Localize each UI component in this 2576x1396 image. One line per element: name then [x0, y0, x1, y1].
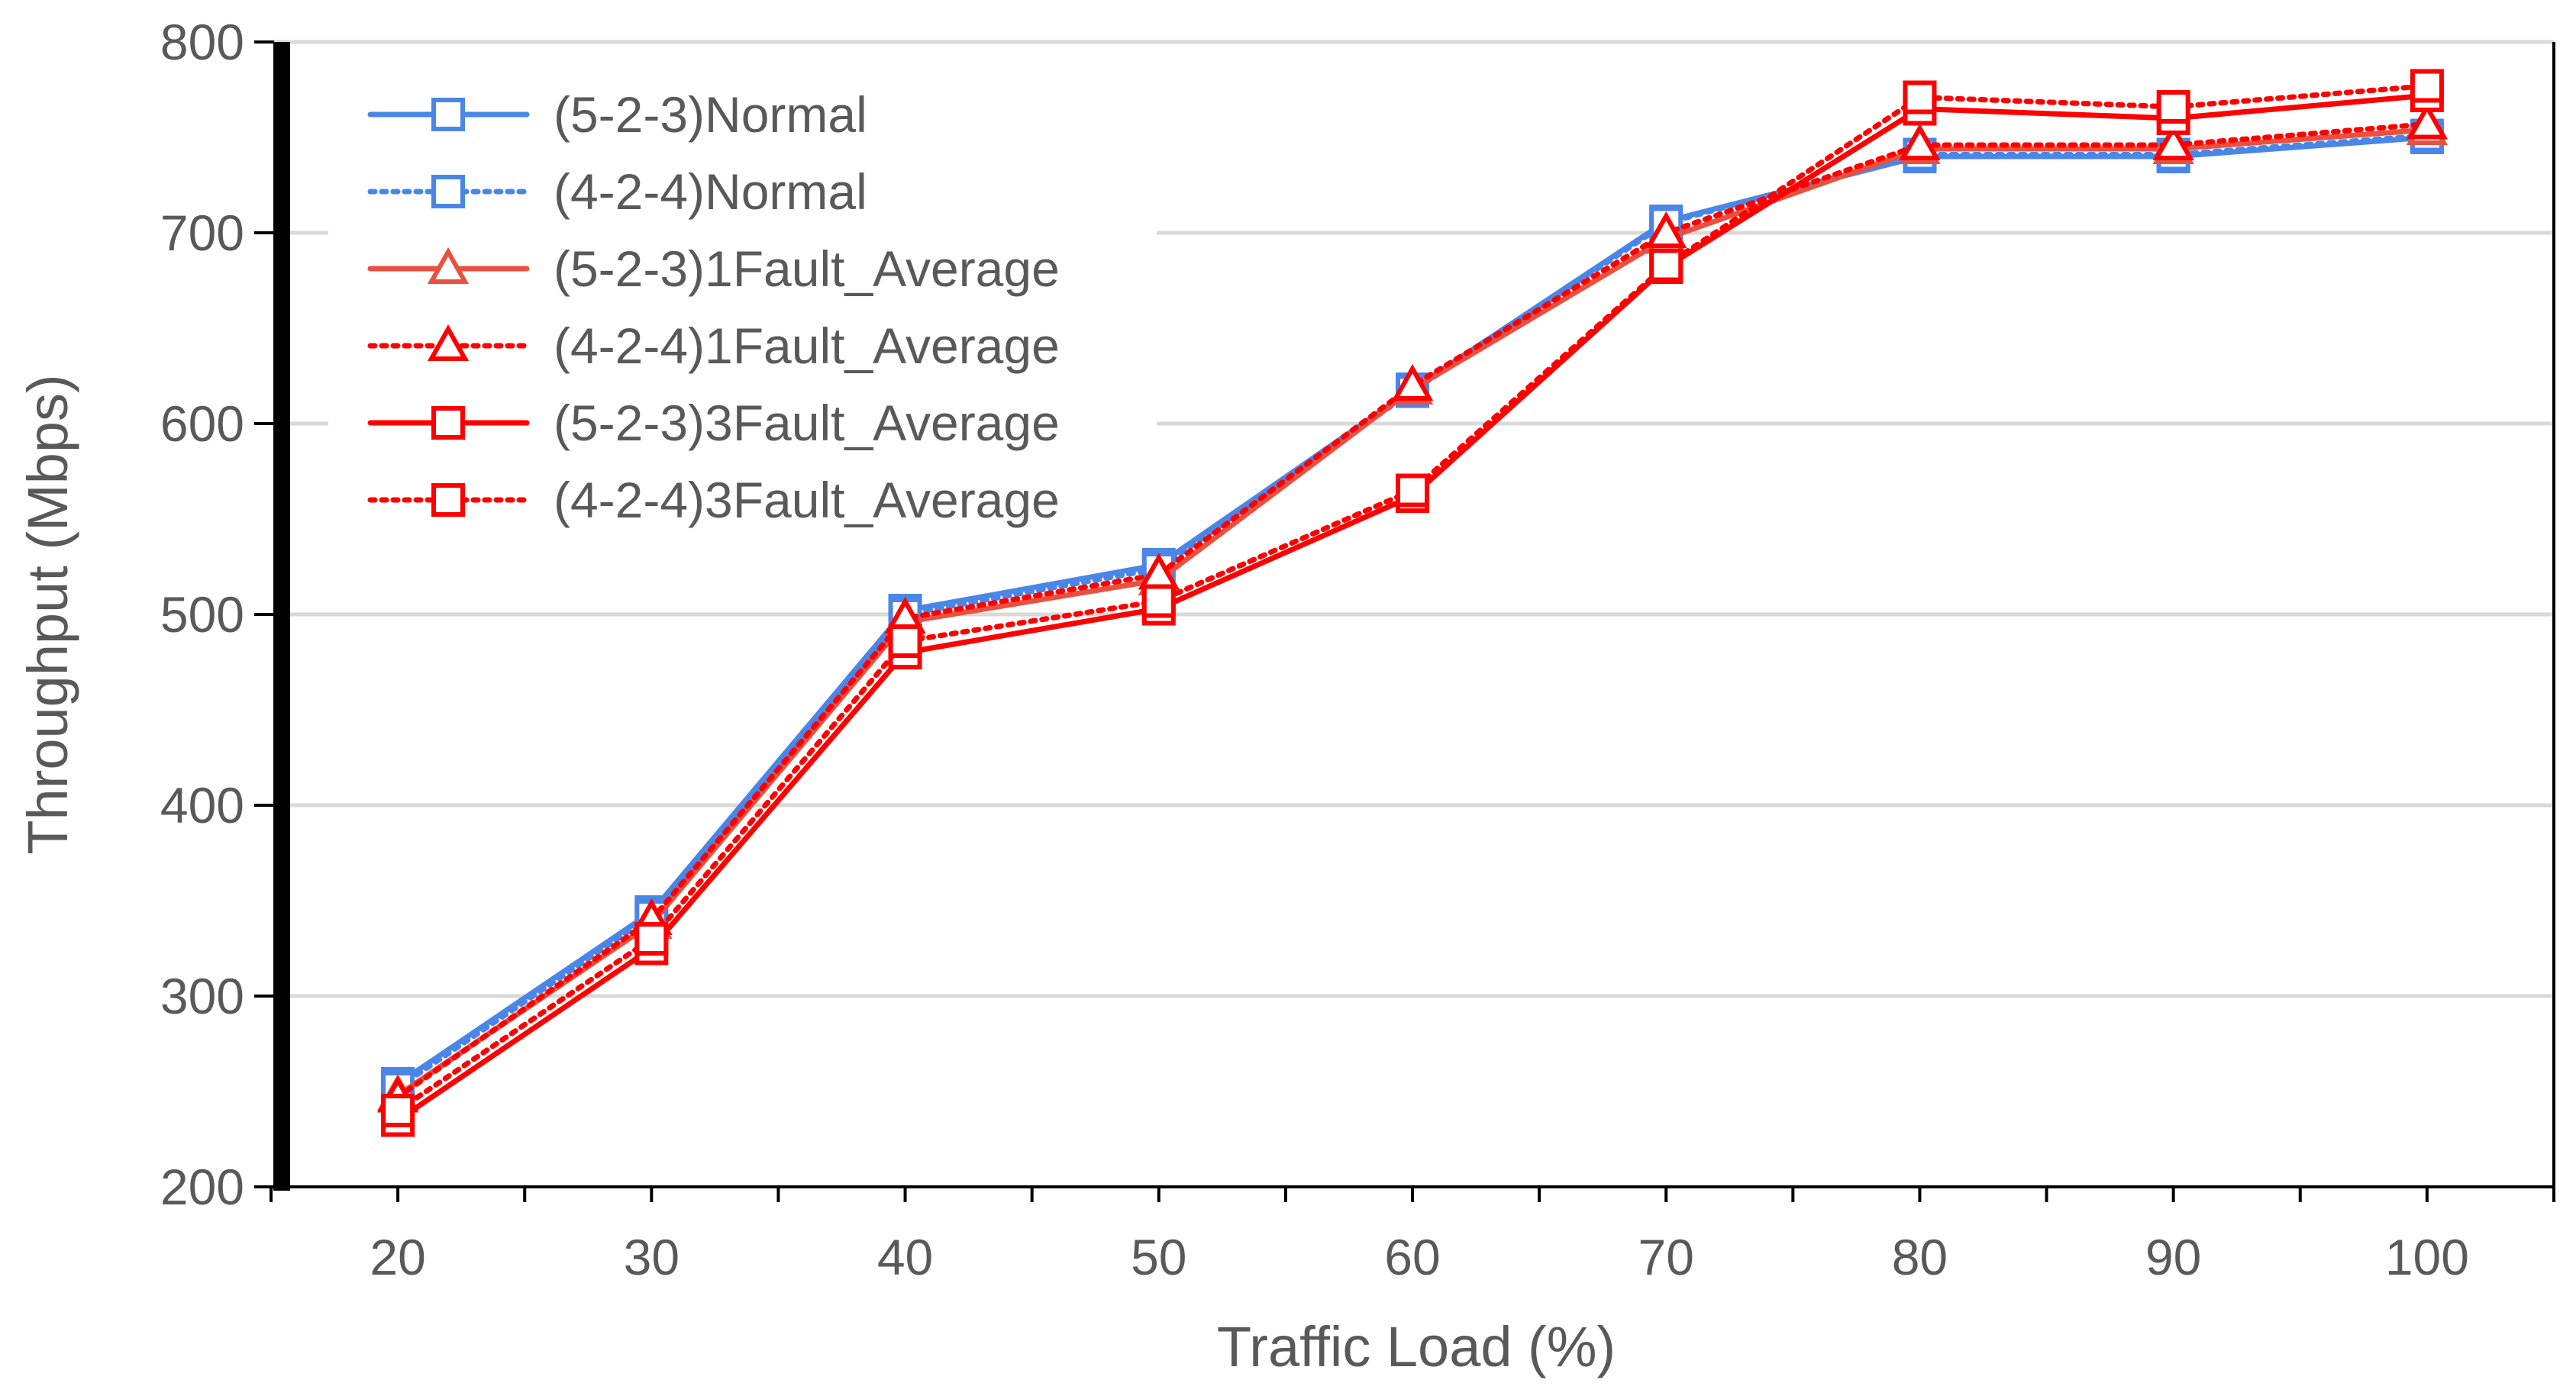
data-point-marker	[2156, 90, 2190, 124]
x-tick-label: 40	[877, 1229, 933, 1285]
data-point-marker	[1396, 473, 1429, 508]
x-tick-label: 20	[370, 1229, 425, 1285]
data-point-marker	[431, 406, 465, 440]
x-tick-label: 100	[2385, 1229, 2469, 1285]
legend-label: (4-2-4)1Fault_Average	[554, 318, 1060, 374]
y-tick-label: 300	[160, 968, 244, 1024]
data-point-marker	[431, 483, 465, 517]
series-5	[381, 69, 2444, 1127]
y-axis-label: Throughput (Mbps)	[16, 374, 79, 854]
data-point-marker	[1645, 211, 1687, 248]
data-point-marker	[634, 922, 669, 956]
y-tick-label: 200	[160, 1159, 244, 1215]
x-tick-label: 30	[624, 1229, 680, 1285]
data-point-marker	[1899, 123, 1941, 160]
y-tick-label: 700	[160, 205, 244, 261]
y-tick-label: 600	[160, 395, 244, 452]
data-point-marker	[1141, 584, 1176, 618]
series-group	[376, 69, 2448, 1137]
y-tick-label: 800	[160, 14, 244, 70]
data-point-marker	[1391, 363, 1434, 401]
x-tick-label: 60	[1384, 1229, 1440, 1285]
data-point-marker	[888, 624, 922, 658]
legend-label: (4-2-4)3Fault_Average	[554, 472, 1060, 528]
data-point-marker	[431, 175, 465, 208]
x-tick-label: 70	[1638, 1229, 1694, 1285]
x-tick-label: 50	[1131, 1229, 1186, 1285]
data-point-marker	[2410, 69, 2444, 103]
legend-label: (5-2-3)3Fault_Average	[554, 395, 1060, 451]
x-tick-label: 90	[2145, 1229, 2201, 1285]
y-axis-ticks: 200 300 400 500 600 700 800	[160, 14, 244, 1215]
data-point-marker	[1903, 80, 1937, 114]
x-axis-label: Traffic Load (%)	[1217, 1315, 1616, 1378]
legend-background	[328, 53, 1157, 519]
data-point-marker	[431, 98, 465, 131]
series-line	[395, 133, 2430, 1091]
data-point-marker	[2406, 102, 2448, 140]
x-tick-label: 80	[1892, 1229, 1948, 1285]
x-axis-ticks: 20 30 40 50 60 70 80 90 100	[270, 1187, 2555, 1285]
data-point-marker	[381, 1094, 415, 1127]
legend-label: (4-2-4)Normal	[554, 163, 867, 220]
y-tick-label: 500	[160, 586, 244, 643]
data-point-marker	[2152, 123, 2194, 160]
legend: (5-2-3)Normal (4-2-4)Normal (5-2-3)1Fault_…	[328, 53, 1157, 528]
data-point-marker	[427, 247, 470, 284]
legend-label: (5-2-3)1Fault_Average	[554, 240, 1060, 297]
data-point-marker	[427, 324, 470, 361]
y-tick-label: 400	[160, 777, 244, 833]
data-point-marker	[1649, 248, 1683, 282]
legend-label: (5-2-3)Normal	[554, 86, 867, 143]
